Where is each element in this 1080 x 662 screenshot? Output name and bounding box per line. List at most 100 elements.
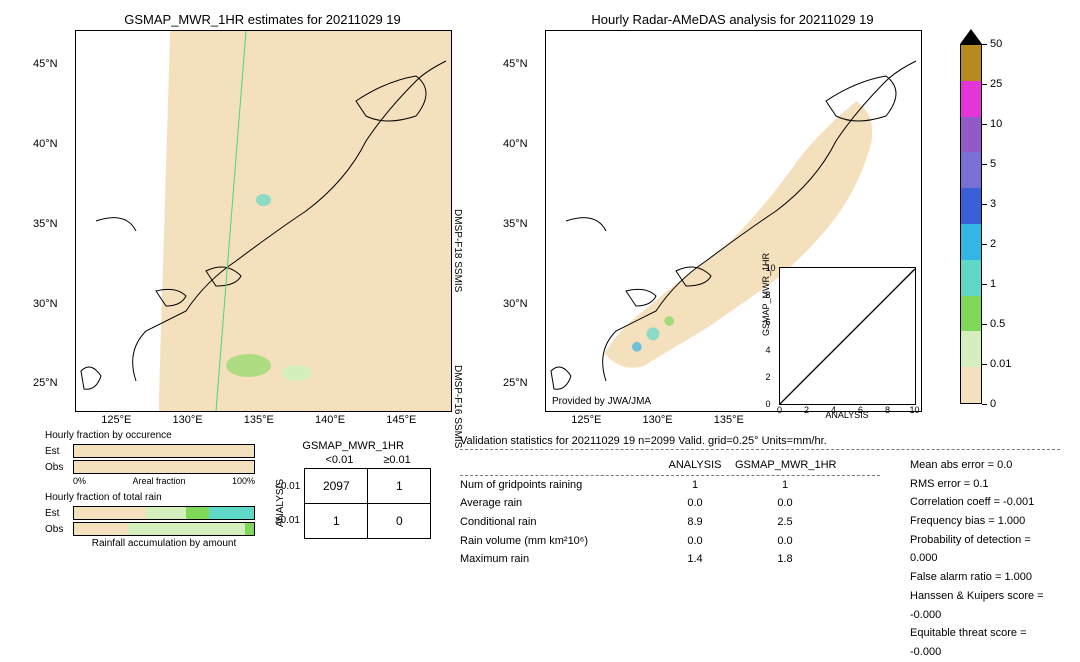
totalrain-est-bar xyxy=(73,506,255,520)
stat-value: 1 xyxy=(735,476,835,495)
colorbar-tick: 0 xyxy=(990,398,996,410)
conf-cell: 2097 xyxy=(305,469,368,504)
stat-value: 0.0 xyxy=(735,494,835,513)
scatter-xtick: 10 xyxy=(909,405,919,415)
colorbar-segment xyxy=(960,117,982,153)
metric-row: Mean abs error = 0.0 xyxy=(910,456,1060,475)
stat-value: 1.8 xyxy=(735,550,835,569)
stats-col1: ANALYSIS GSMAP_MWR_1HR Num of gridpoints… xyxy=(460,456,880,662)
scatter-ytick: 0 xyxy=(766,399,771,409)
conf-col-label: <0.01 xyxy=(326,454,354,466)
stats-title: Validation statistics for 20211029 19 n=… xyxy=(460,435,1060,450)
stats-block: Validation statistics for 20211029 19 n=… xyxy=(460,435,1060,662)
colorbar-arrow xyxy=(960,29,982,44)
lon-tick: 125°E xyxy=(101,414,131,426)
stat-label: Rain volume (mm km²10⁶) xyxy=(460,532,655,551)
colorbar-segment xyxy=(960,296,982,332)
metric-row: RMS error = 0.1 xyxy=(910,475,1060,494)
scatter-ytick: 8 xyxy=(766,290,771,300)
scatter-ytick: 2 xyxy=(766,372,771,382)
satellite-label: DMSP-F18 SSMIS xyxy=(452,209,463,292)
lat-tick: 25°N xyxy=(503,377,528,389)
bars-group: Hourly fraction by occurence Est Obs 0%A… xyxy=(45,430,255,552)
conf-col-label: ≥0.01 xyxy=(383,454,410,466)
colorbar: 50251053210.50.010 xyxy=(960,44,982,404)
scatter-panel: ANALYSIS GSMAP_MWR_1HR 00224466881010 xyxy=(779,267,916,406)
metric-row: Correlation coeff = -0.001 xyxy=(910,493,1060,512)
stat-row: Conditional rain8.92.5 xyxy=(460,513,880,532)
scatter-xtick: 8 xyxy=(885,405,890,415)
conf-cell: 1 xyxy=(368,469,431,504)
stat-value: 0.0 xyxy=(655,532,735,551)
lon-tick: 130°E xyxy=(643,414,673,426)
totalrain-title: Hourly fraction of total rain xyxy=(45,492,255,503)
metric-row: Probability of detection = 0.000 xyxy=(910,531,1060,568)
stat-row: Average rain0.00.0 xyxy=(460,494,880,513)
metric-row: Frequency bias = 1.000 xyxy=(910,512,1060,531)
stat-label: Num of gridpoints raining xyxy=(460,476,655,495)
lon-tick: 145°E xyxy=(386,414,416,426)
lat-tick: 45°N xyxy=(503,58,528,70)
stat-value: 8.9 xyxy=(655,513,735,532)
bar-segment xyxy=(74,461,254,473)
stat-value: 1 xyxy=(655,476,735,495)
stat-value: 2.5 xyxy=(735,513,835,532)
colorbar-segment xyxy=(960,331,982,367)
colorbar-segment xyxy=(960,44,982,81)
scatter-xtick: 2 xyxy=(804,405,809,415)
stat-label: Conditional rain xyxy=(460,513,655,532)
satellite-label: DMSP-F16 SSMIS xyxy=(452,365,463,448)
map1-title: GSMAP_MWR_1HR estimates for 20211029 19 xyxy=(75,12,450,27)
metric-row: Equitable threat score = -0.000 xyxy=(910,624,1060,661)
lon-tick: 140°E xyxy=(315,414,345,426)
bar-label-obs: Obs xyxy=(45,524,73,535)
metric-row: Hanssen & Kuipers score = -0.000 xyxy=(910,587,1060,624)
colorbar-tick: 2 xyxy=(990,238,996,250)
lon-tick: 135°E xyxy=(714,414,744,426)
colorbar-tick: 10 xyxy=(990,118,1002,130)
conf-cell: 1 xyxy=(305,504,368,539)
colorbar-tick: 1 xyxy=(990,278,996,290)
lat-tick: 40°N xyxy=(503,138,528,150)
colorbar-tick: 25 xyxy=(990,78,1002,90)
map2-panel: ANALYSIS GSMAP_MWR_1HR 00224466881010 Pr… xyxy=(545,30,922,412)
totalrain-obs-bar xyxy=(73,522,255,536)
bar-segment xyxy=(74,445,254,457)
scatter-xtick: 4 xyxy=(831,405,836,415)
bar-label-obs: Obs xyxy=(45,462,73,473)
scatter-ytick: 4 xyxy=(766,345,771,355)
stats-col2: Mean abs error = 0.0RMS error = 0.1Corre… xyxy=(910,456,1060,662)
scatter-xtick: 0 xyxy=(777,405,782,415)
colorbar-segment xyxy=(960,260,982,296)
bar-segment xyxy=(74,523,128,535)
colorbar-tick: 3 xyxy=(990,198,996,210)
totalrain-caption: Rainfall accumulation by amount xyxy=(73,538,255,549)
stat-label: Maximum rain xyxy=(460,550,655,569)
colorbar-segment xyxy=(960,188,982,224)
bar-segment xyxy=(128,523,245,535)
colorbar-segment xyxy=(960,224,982,260)
stat-row: Rain volume (mm km²10⁶)0.00.0 xyxy=(460,532,880,551)
lat-tick: 45°N xyxy=(33,58,58,70)
provided-label: Provided by JWA/JMA xyxy=(552,396,651,407)
stats-colhead: GSMAP_MWR_1HR xyxy=(735,456,835,475)
map2-title: Hourly Radar-AMeDAS analysis for 2021102… xyxy=(545,12,920,27)
colorbar-tick: 0.01 xyxy=(990,358,1011,370)
confusion-table: GSMAP_MWR_1HR <0.01 ≥0.01 ANALYSIS <0.01… xyxy=(275,440,431,539)
occurrence-est-bar xyxy=(73,444,255,458)
occurrence-obs-bar xyxy=(73,460,255,474)
bar-segment xyxy=(245,523,254,535)
stat-value: 0.0 xyxy=(735,532,835,551)
bar-segment xyxy=(186,507,209,519)
bar-segment xyxy=(74,507,146,519)
stat-row: Maximum rain1.41.8 xyxy=(460,550,880,569)
lon-tick: 130°E xyxy=(173,414,203,426)
lon-tick: 135°E xyxy=(244,414,274,426)
scatter-ytick: 10 xyxy=(766,263,776,273)
stat-row: Num of gridpoints raining11 xyxy=(460,476,880,495)
colorbar-tick: 50 xyxy=(990,38,1002,50)
lon-tick: 125°E xyxy=(571,414,601,426)
lat-tick: 25°N xyxy=(33,377,58,389)
bar-segment xyxy=(146,507,186,519)
confusion-col-title: GSMAP_MWR_1HR xyxy=(275,440,431,452)
